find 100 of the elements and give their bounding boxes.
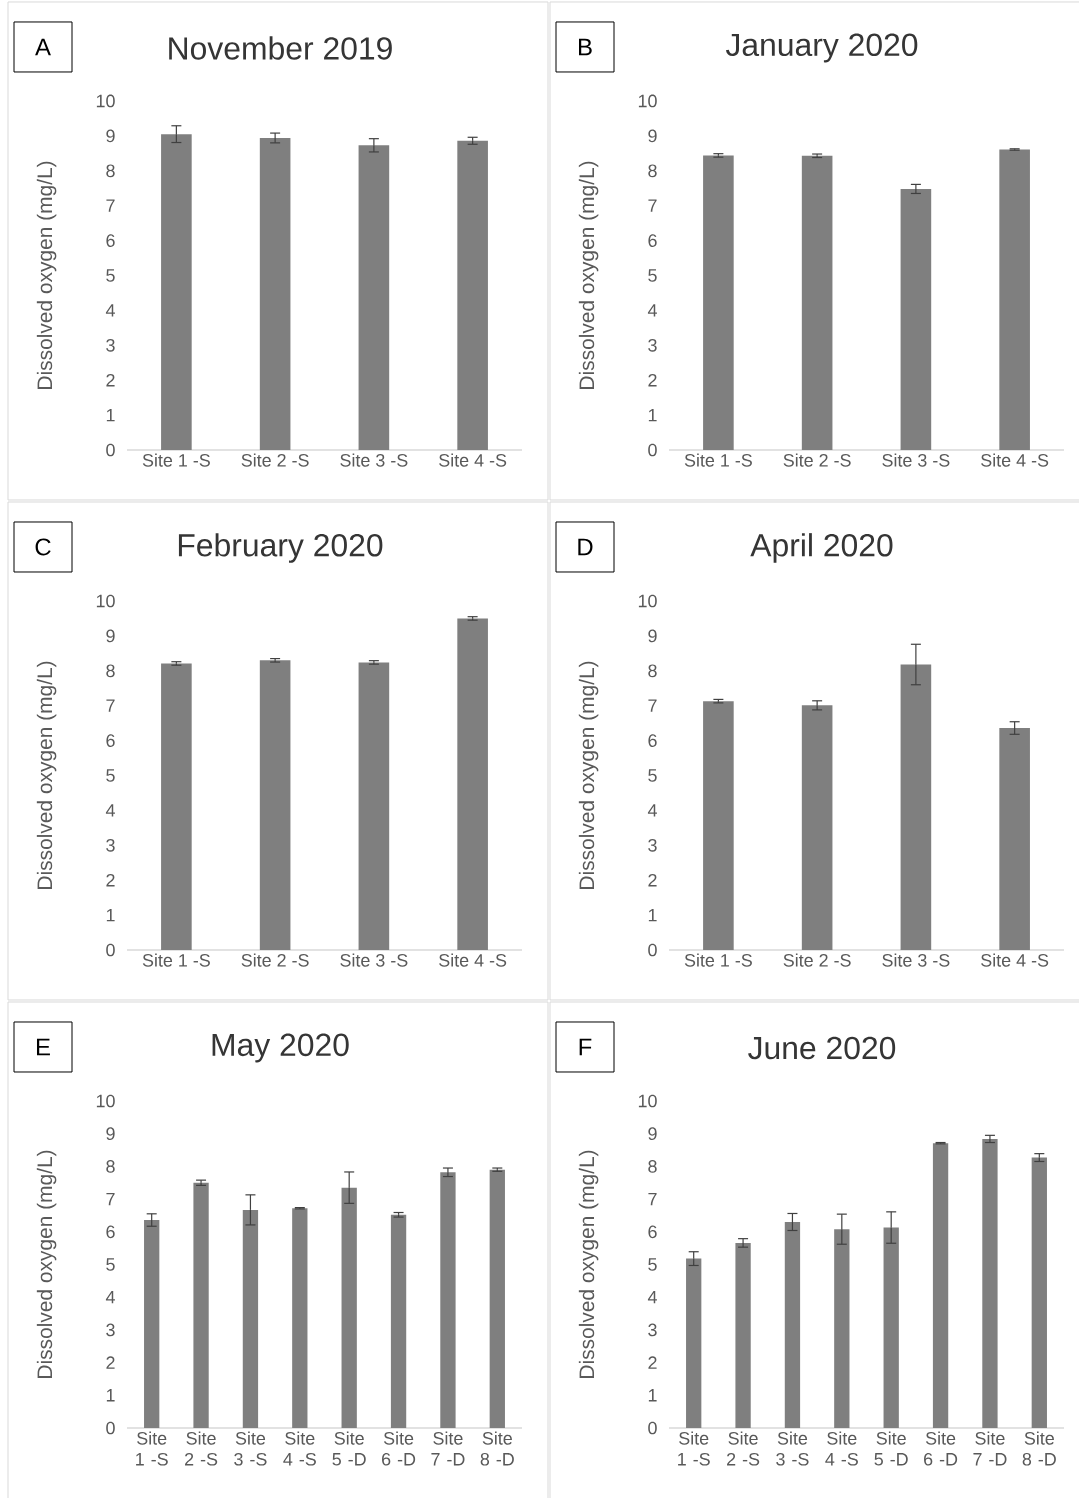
y-tick-label: 3 — [648, 338, 657, 352]
bar — [440, 1172, 456, 1428]
bar — [358, 145, 390, 450]
text: E — [36, 1038, 50, 1056]
y-tick-label: 6 — [648, 234, 657, 247]
text: C — [35, 538, 51, 556]
x-tick-label: Site 3 -S — [340, 953, 408, 967]
y-tick-label: 8 — [648, 164, 657, 178]
x-tick-label: Site 1 -S — [678, 1431, 710, 1466]
bar — [900, 664, 932, 950]
bar — [999, 728, 1030, 950]
bar — [982, 1138, 998, 1428]
y-tick-label: 0 — [648, 1421, 657, 1435]
y-tick-label: 0 — [106, 943, 115, 957]
bar — [193, 1182, 209, 1428]
y-tick-label: 9 — [648, 129, 657, 143]
bar — [784, 1221, 801, 1428]
y-tick-label: 6 — [106, 734, 115, 747]
y-tick-label: 3 — [106, 338, 115, 352]
y-tick-label: 3 — [106, 1323, 115, 1337]
y-tick-label: 5 — [648, 1258, 657, 1271]
y-tick-label: 8 — [648, 1160, 657, 1173]
bar — [457, 618, 488, 950]
y-axis-title: Dissolved oxygen (mg/L) — [578, 1150, 599, 1378]
x-tick-label: Site 1 -S — [142, 953, 210, 967]
y-axis-title: Dissolved oxygen (mg/L) — [36, 161, 57, 389]
bar — [735, 1242, 751, 1428]
bar — [489, 1169, 505, 1428]
bar — [686, 1258, 702, 1428]
y-tick-label: 2 — [648, 1356, 657, 1369]
x-tick-label: Site 2 -S — [185, 1431, 218, 1466]
y-tick-label: 2 — [106, 373, 115, 387]
chart-title: November 2019 — [169, 36, 392, 60]
bar — [161, 663, 192, 950]
chart-title: June 2020 — [748, 1036, 896, 1060]
y-tick-label: 1 — [648, 408, 657, 422]
x-tick-label: Site 1 -S — [142, 453, 210, 467]
bar — [834, 1229, 850, 1428]
y-tick-label: 0 — [648, 443, 657, 457]
bar — [259, 660, 291, 950]
x-tick-label: Site 4 -S — [439, 953, 507, 967]
y-tick-label: 2 — [648, 873, 657, 887]
chart-title: April 2020 — [750, 533, 893, 563]
x-tick-label: Site 8 -D — [1022, 1431, 1056, 1466]
chart-title: January 2020 — [725, 33, 918, 63]
bar — [932, 1143, 949, 1428]
y-tick-label: 8 — [106, 1160, 115, 1173]
y-tick-label: 9 — [106, 1127, 115, 1141]
y-tick-label: 2 — [106, 873, 115, 887]
y-tick-label: 9 — [648, 1127, 657, 1141]
text: F — [579, 1038, 592, 1056]
y-tick-label: 4 — [647, 804, 657, 817]
x-tick-label: Site 3 -S — [340, 453, 408, 467]
x-tick-label: Site 3 -S — [882, 953, 950, 967]
x-tick-label: Site 2 -S — [241, 453, 309, 467]
x-tick-label: Site 7 -D — [973, 1431, 1007, 1466]
y-tick-label: 5 — [106, 269, 115, 282]
x-tick-label: Site 2 -S — [783, 453, 851, 467]
y-tick-label: 6 — [106, 234, 115, 247]
y-tick-label: 5 — [648, 269, 657, 282]
y-tick-label: 8 — [106, 164, 115, 178]
y-tick-label: 8 — [106, 664, 115, 678]
y-tick-label: 9 — [106, 629, 115, 643]
x-tick-label: Site 1 -S — [136, 1431, 168, 1466]
bar — [703, 155, 734, 450]
y-tick-label: 7 — [648, 199, 657, 212]
y-tick-label: 7 — [648, 699, 657, 712]
x-tick-label: Site 7 -D — [431, 1431, 465, 1466]
y-tick-label: 6 — [106, 1225, 115, 1239]
y-tick-label: 1 — [106, 1389, 115, 1402]
bar — [883, 1227, 899, 1428]
y-tick-label: 7 — [106, 199, 115, 212]
bar — [144, 1220, 160, 1428]
y-tick-label: 0 — [106, 443, 115, 457]
bar — [703, 701, 734, 950]
x-tick-label: Site 2 -S — [783, 953, 851, 967]
y-tick-label: 10 — [638, 1094, 657, 1108]
bar — [801, 155, 833, 450]
x-tick-label: Site 1 -S — [684, 953, 752, 967]
bar — [900, 188, 932, 450]
y-tick-label: 3 — [106, 838, 115, 852]
bar — [999, 149, 1030, 450]
x-tick-label: Site 4 -S — [439, 453, 507, 467]
y-tick-label: 9 — [648, 629, 657, 643]
y-tick-label: 0 — [106, 1421, 115, 1435]
text: B — [579, 38, 592, 56]
y-tick-label: 4 — [647, 304, 657, 317]
x-tick-label: Site 3 -S — [776, 1431, 809, 1466]
y-tick-label: 10 — [638, 94, 657, 108]
bar — [457, 140, 488, 450]
y-tick-label: 5 — [106, 769, 115, 782]
x-tick-label: Site 2 -S — [241, 953, 309, 967]
y-tick-label: 4 — [105, 1291, 115, 1304]
text: D — [578, 538, 593, 556]
y-tick-label: 10 — [96, 94, 115, 108]
chart-title: May 2020 — [212, 1033, 349, 1063]
y-tick-label: 1 — [106, 408, 115, 422]
y-tick-label: 10 — [96, 1094, 115, 1108]
x-tick-label: Site 5 -D — [332, 1431, 366, 1466]
y-tick-label: 7 — [106, 1192, 115, 1206]
